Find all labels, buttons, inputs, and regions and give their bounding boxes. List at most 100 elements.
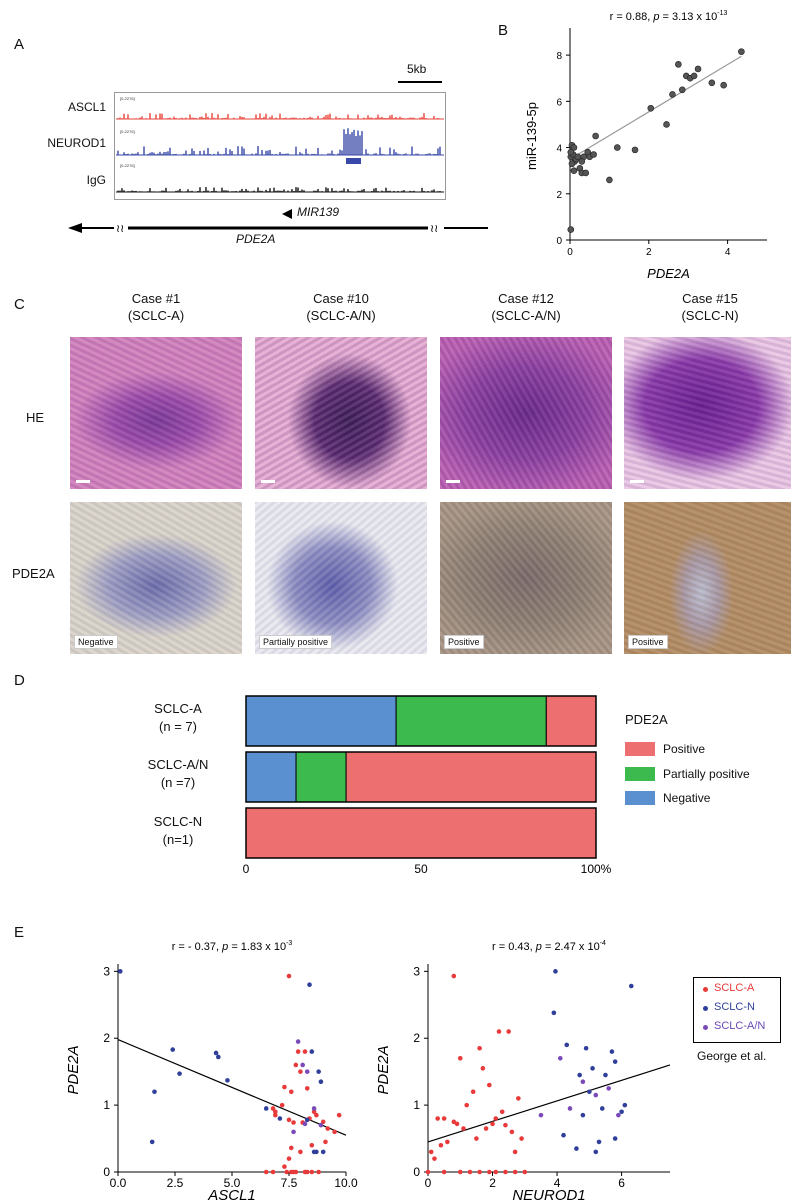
- data-point: [694, 65, 702, 73]
- case-15-title: Case #15 (SCLC-N): [681, 291, 739, 323]
- bar-label-sclc-a: SCLC-A (n = 7): [154, 701, 202, 734]
- ihc-result-label: Positive: [444, 635, 484, 649]
- data-point: [669, 91, 676, 98]
- break-mark-right: ≀≀: [430, 223, 438, 235]
- data-point: [590, 151, 597, 158]
- data-point: [606, 176, 613, 184]
- data-point-sclc-a: [522, 1169, 528, 1175]
- data-point-sclc-a: [457, 1055, 463, 1061]
- data-point-sclc-n: [314, 1149, 319, 1155]
- data-point-sclc-n: [612, 1136, 618, 1141]
- x-tick-label: 100%: [581, 862, 612, 876]
- bar-segment-positive: [345, 751, 597, 803]
- data-point-sclc-a-n: [606, 1086, 611, 1091]
- data-point-sclc-a: [298, 1149, 303, 1155]
- data-point-sclc-a: [309, 1142, 315, 1148]
- y-axis-label: PDE2A: [375, 1045, 392, 1094]
- data-point-sclc-a: [304, 1086, 310, 1091]
- data-point-sclc-a: [286, 973, 292, 979]
- data-point: [568, 160, 576, 168]
- data-point-sclc-n: [551, 1010, 557, 1016]
- data-point-sclc-n: [213, 1050, 219, 1056]
- legend-swatch-partial: [625, 767, 655, 781]
- legend-label-partial: Partially positive: [663, 767, 750, 781]
- y-tick-label: 0: [413, 1165, 420, 1179]
- data-point-sclc-a: [316, 1169, 321, 1175]
- data-point-sclc-a: [457, 1169, 463, 1175]
- data-point-sclc-a: [288, 1089, 294, 1095]
- data-point-sclc-a-n: [311, 1106, 317, 1111]
- bar-segment-partially-positive: [295, 751, 347, 803]
- chart-d-stacked-bars: 0 50 100%: [243, 695, 612, 876]
- bar-segment-negative: [245, 751, 297, 803]
- x-tick-label: 5.0: [224, 1176, 241, 1190]
- x-tick-label: 4: [554, 1176, 561, 1190]
- data-point-sclc-a-n: [291, 1129, 296, 1135]
- track-label-igg: IgG: [86, 173, 106, 187]
- data-point-sclc-a: [325, 1126, 331, 1131]
- x-tick-label: 2: [646, 247, 652, 258]
- data-point-sclc-a: [309, 1169, 315, 1175]
- data-point-sclc-a: [506, 1029, 511, 1034]
- data-point: [647, 104, 655, 112]
- data-point-sclc-a: [503, 1122, 508, 1128]
- legend-e-label-an: SCLC-A/N: [714, 1020, 766, 1032]
- y-tick-label: 4: [556, 144, 562, 155]
- bar-outline: [245, 807, 597, 859]
- data-point-sclc-a-n: [302, 1121, 308, 1127]
- data-point-sclc-n: [619, 1109, 624, 1115]
- data-point-sclc-a: [480, 1066, 486, 1071]
- track-label-neurod1: NEUROD1: [47, 136, 106, 150]
- data-point-sclc-n: [590, 1066, 595, 1071]
- ascl1-track: [116, 113, 444, 120]
- data-point-sclc-a: [470, 1089, 476, 1095]
- chart-title: r = 0.43, p = 2.47 x 10-4: [492, 940, 606, 953]
- data-point-sclc-a-n: [300, 1062, 305, 1068]
- data-point-sclc-n: [117, 969, 123, 974]
- data-point-sclc-a: [499, 1109, 505, 1115]
- data-point-sclc-n: [561, 1132, 566, 1138]
- data-point: [675, 61, 682, 68]
- data-point-sclc-n: [553, 969, 558, 974]
- data-point-sclc-a: [493, 1169, 499, 1175]
- he-image-case-10: [255, 337, 427, 489]
- data-point: [720, 81, 727, 89]
- data-point-sclc-a: [487, 1082, 492, 1088]
- row-label-he: HE: [26, 410, 45, 425]
- data-point-sclc-a: [425, 1169, 431, 1175]
- data-point: [592, 132, 599, 140]
- y-tick-label: 0: [556, 236, 562, 247]
- data-point-sclc-a: [445, 1139, 450, 1145]
- data-point-sclc-n: [225, 1078, 230, 1083]
- chart-title: r = 0.88, p = 3.13 x 10-13: [610, 10, 728, 23]
- y-tick-label: 8: [556, 51, 562, 62]
- data-point: [567, 226, 575, 233]
- bar-outline: [245, 751, 597, 803]
- x-tick-label: 0: [567, 247, 573, 258]
- data-point-sclc-n: [612, 1059, 618, 1064]
- bar-segment-negative: [245, 695, 397, 747]
- x-tick-label: 6: [618, 1176, 625, 1190]
- data-point-sclc-n: [596, 1139, 602, 1145]
- scale-bar-marker: [630, 480, 644, 483]
- ihc-result-label: Negative: [74, 635, 118, 649]
- data-point-sclc-a: [263, 1169, 269, 1175]
- data-point-sclc-a: [302, 1049, 308, 1054]
- bar-segment-partially-positive: [395, 695, 547, 747]
- data-point-sclc-a: [467, 1169, 473, 1175]
- data-point-sclc-a: [270, 1106, 276, 1111]
- data-point-sclc-n: [277, 1116, 283, 1121]
- data-point-sclc-n: [316, 1069, 321, 1074]
- data-point-sclc-a: [441, 1169, 447, 1175]
- chart-e-ascl1-scatter: r = - 0.37, p = 1.83 x 10-3 0.0 2.5 5.0 7.5 1…: [65, 940, 358, 1203]
- scale-bar-marker: [76, 480, 90, 483]
- he-image-case-12: [440, 337, 612, 489]
- data-point-sclc-a: [298, 1069, 303, 1074]
- mir139-label: MIR139: [297, 205, 340, 219]
- ihc-result-label: Partially positive: [259, 635, 333, 649]
- data-point-sclc-n: [580, 1112, 586, 1118]
- data-point-sclc-a: [336, 1112, 342, 1118]
- legend-e-source: George et al.: [697, 1049, 767, 1063]
- data-point: [613, 144, 621, 151]
- panel-a-letter: A: [14, 36, 25, 53]
